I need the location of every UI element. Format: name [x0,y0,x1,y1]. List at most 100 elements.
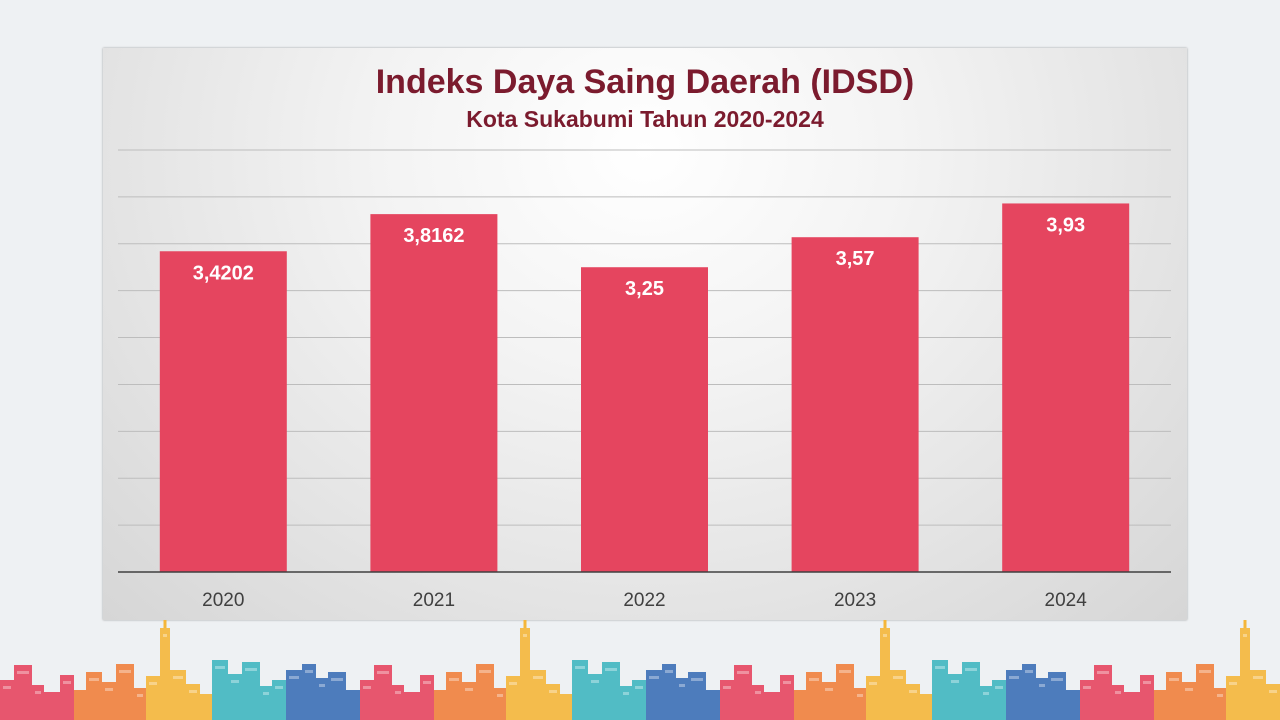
skyline-building [866,676,880,720]
skyline-window [869,682,877,685]
skyline-building [1226,676,1240,720]
skyline-window [635,686,643,689]
skyline-window [35,691,41,694]
skyline-window [173,676,183,679]
skyline-building [1182,682,1196,720]
bar-2023 [791,237,919,573]
bar-2024 [1002,203,1130,572]
skyline-building [980,686,992,720]
skyline-building [228,674,242,720]
skyline-window [275,686,283,689]
skyline-window [1253,676,1263,679]
skyline-building [1066,690,1080,720]
skyline-window [17,671,29,674]
skyline-window [1025,670,1033,673]
bar-2022 [581,267,708,572]
skyline-building [434,690,446,720]
skyline-window [395,691,401,694]
skyline-building [146,676,160,720]
data-label-2023: 3,57 [836,248,875,270]
skyline-window [1009,676,1019,679]
skyline-window [1083,686,1091,689]
skyline-building [836,664,854,720]
skyline-window [679,684,685,687]
skyline-building [752,685,764,720]
bar-2020 [159,251,287,573]
skyline-building [764,692,780,720]
skyline-building [404,692,420,720]
skyline-building [86,672,102,720]
skyline-building [794,690,806,720]
skyline-window [497,694,503,697]
skyline-building [160,628,170,720]
skyline-window [319,684,325,687]
skyline-building [242,662,260,720]
data-label-2020: 3,4202 [193,262,254,284]
skyline-window [1169,678,1179,681]
skyline-building [920,694,932,720]
skyline-building [1080,680,1094,720]
skyline-window [935,666,945,669]
skyline-window [119,670,131,673]
skyline-window [1217,694,1223,697]
skyline-window [137,694,143,697]
skyline-building [854,688,866,720]
skyline-building [0,680,14,720]
skyline-building [1094,665,1112,720]
skyline-building [1140,675,1154,720]
skyline-window [591,680,599,683]
skyline-building [676,678,688,720]
skyline-window [1199,670,1211,673]
skyline-building [948,674,962,720]
skyline-building [602,662,620,720]
skyline-window [231,680,239,683]
data-label-2021: 3,8162 [403,225,464,247]
skyline-window [215,666,225,669]
skyline-window [909,690,917,693]
skyline-building [302,664,316,720]
skyline-window [245,668,257,671]
skyline-building [962,662,980,720]
skyline-building [374,665,392,720]
skyline-spire [1243,620,1247,628]
x-tick-label-2022: 2022 [623,590,665,611]
x-tick-label-2023: 2023 [834,590,876,611]
skyline-window [951,680,959,683]
chart-title: Indeks Daya Saing Daerah (IDSD) [375,63,915,101]
skyline-window [3,686,11,689]
skyline-building [546,684,560,720]
skyline-window [289,676,299,679]
skyline-building [260,686,272,720]
skyline-window [857,694,863,697]
skyline-window [1097,671,1109,674]
skyline-building [1036,678,1048,720]
skyline-building [44,692,60,720]
skyline-window [983,692,989,695]
skyline-window [1243,634,1247,637]
data-label-2022: 3,25 [625,278,664,300]
skyline-building [780,675,794,720]
skyline-window [423,681,431,684]
skyline-window [363,686,371,689]
skyline-building [572,660,588,720]
skyline-window [1269,690,1277,693]
skyline-window [783,681,791,684]
skyline-building [1250,670,1266,720]
skyline-window [263,692,269,695]
chart-subtitle: Kota Sukabumi Tahun 2020-2024 [466,106,824,132]
skyline-window [605,668,617,671]
skyline-building [1022,664,1036,720]
skyline-window [1185,688,1193,691]
skyline-window [149,682,157,685]
skyline-building [520,628,530,720]
skyline-window [509,682,517,685]
skyline-building [286,670,302,720]
skyline-building [392,685,404,720]
skyline-building [14,665,32,720]
skyline-window [449,678,459,681]
skyline-window [623,692,629,695]
skyline-window [479,670,491,673]
skyline-building [992,680,1006,720]
skyline-window [163,634,167,637]
skyline-window [1143,681,1151,684]
